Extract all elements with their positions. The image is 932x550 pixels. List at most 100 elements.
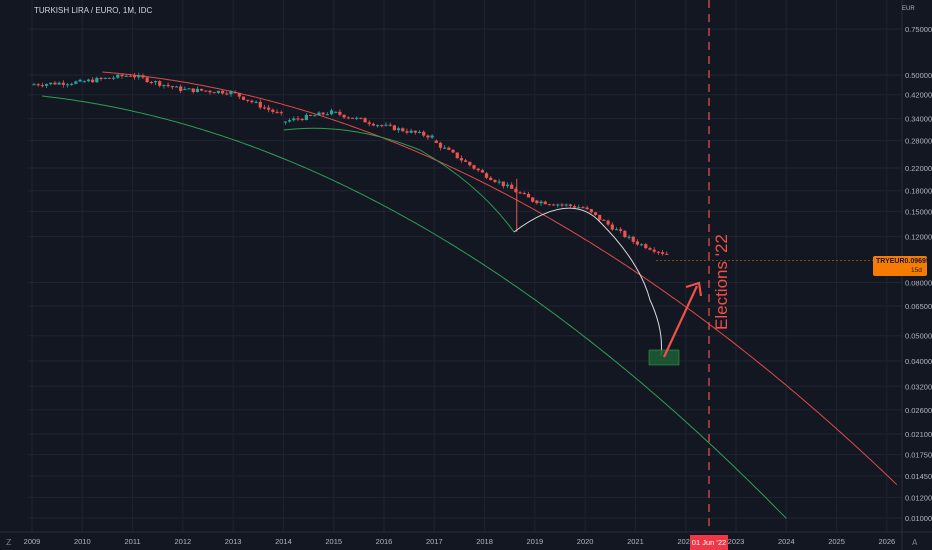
candle-body <box>438 142 443 148</box>
candle-body <box>82 81 86 83</box>
x-tick-label: 2024 <box>778 537 795 546</box>
candle-body <box>619 229 623 231</box>
candle-body <box>204 90 208 92</box>
candle-body <box>36 84 40 86</box>
x-tick-label: 2019 <box>527 537 544 546</box>
candle-body <box>128 75 132 77</box>
x-tick-label: 2009 <box>24 537 41 546</box>
candle-body <box>334 111 338 113</box>
candle-body <box>426 135 430 138</box>
candle-body <box>275 111 279 113</box>
candle-body <box>124 75 128 77</box>
price-axis[interactable]: 0.75000 0.50000 0.42000 0.34000 0.28000 0.220… <box>901 0 932 550</box>
candle-body <box>464 160 468 162</box>
candle-body <box>572 206 577 208</box>
candle-body <box>535 200 539 204</box>
candle-body <box>317 112 321 116</box>
lower-support-curve <box>42 95 787 519</box>
candle-body <box>292 118 296 121</box>
candle-body <box>644 244 648 249</box>
candle-body <box>480 170 484 173</box>
time-axis[interactable]: 2009 2010 2011 2012 2013 2014 2015 2016 2017 2018… <box>0 531 932 546</box>
chart-grid <box>28 0 902 532</box>
candle-body <box>216 90 220 93</box>
candle-body <box>262 107 267 109</box>
candle-body <box>355 117 359 119</box>
candle-body <box>296 118 300 120</box>
candle-body <box>149 82 153 84</box>
candle-body <box>568 204 572 207</box>
candle-body <box>191 88 195 93</box>
projection-arc <box>513 207 662 357</box>
candle-body <box>200 88 204 91</box>
x-tick-label: 2012 <box>175 537 192 546</box>
elections-label: Elections '22 <box>712 234 731 330</box>
y-tick-label: 0.22000 <box>905 164 932 173</box>
target-zone-box <box>648 349 680 366</box>
candle-body <box>631 236 635 242</box>
candle-body <box>371 123 376 126</box>
candle-body <box>49 82 53 85</box>
x-tick-label: 2010 <box>74 537 91 546</box>
candle-body <box>145 77 149 83</box>
bar-countdown: 15d 21h <box>911 267 922 283</box>
y-tick-label: 0.18000 <box>905 187 932 196</box>
candle-body <box>40 85 44 87</box>
candle-body <box>623 230 627 238</box>
y-tick-label: 0.01200 <box>905 493 932 502</box>
candle-body <box>640 244 644 246</box>
candle-body <box>288 120 292 122</box>
y-tick-label: 0.01750 <box>905 451 932 460</box>
y-tick-label: 0.05000 <box>905 332 932 341</box>
auto-scale-icon[interactable]: A <box>912 538 918 547</box>
candle-body <box>627 236 631 238</box>
candle-body <box>363 118 367 123</box>
candle-body <box>187 88 191 90</box>
candle-body <box>183 88 187 90</box>
y-tick-label: 0.08000 <box>905 279 932 288</box>
y-tick-label: 0.04000 <box>905 357 932 366</box>
candle-body <box>346 117 350 119</box>
x-tick-label: 2026 <box>879 537 896 546</box>
candle-body <box>300 119 304 121</box>
candle-body <box>342 114 346 118</box>
candle-body <box>417 131 422 133</box>
candle-body <box>443 147 447 149</box>
candle-body <box>103 77 107 79</box>
candle-body <box>510 184 514 189</box>
candle-body <box>78 79 82 82</box>
candle-body <box>577 207 581 209</box>
candle-body <box>271 109 275 112</box>
candle-body <box>589 209 593 213</box>
candle-body <box>313 115 317 117</box>
candle-body <box>112 77 116 79</box>
candle-body <box>552 204 556 206</box>
candle-body <box>656 251 660 253</box>
arrow-head-icon <box>685 281 703 297</box>
candle-body <box>137 75 141 78</box>
timezone-icon[interactable]: Z <box>6 538 12 547</box>
candle-body <box>380 125 384 127</box>
trend-curves <box>42 71 898 519</box>
candle-body <box>95 77 99 83</box>
upper-resistance-curve <box>102 71 898 486</box>
candle-body <box>610 224 614 230</box>
candle-body <box>434 140 438 143</box>
y-tick-label: 0.06500 <box>905 302 932 311</box>
candle-body <box>91 79 95 83</box>
candle-body <box>531 197 535 202</box>
candle-body <box>388 124 392 126</box>
x-tick-label: 2017 <box>426 537 443 546</box>
candle-body <box>241 96 246 100</box>
y-tick-label: 0.75000 <box>905 25 932 34</box>
candlestick-series <box>32 72 669 256</box>
candle-body <box>602 219 606 221</box>
candle-body <box>514 188 518 193</box>
candle-body <box>665 253 669 255</box>
candle-body <box>489 177 493 181</box>
symbol-title[interactable]: TURKISH LIRA / EURO, 1M, IDC <box>34 6 153 15</box>
candle-body <box>451 149 455 153</box>
candle-body <box>455 152 459 159</box>
candle-body <box>70 83 74 85</box>
